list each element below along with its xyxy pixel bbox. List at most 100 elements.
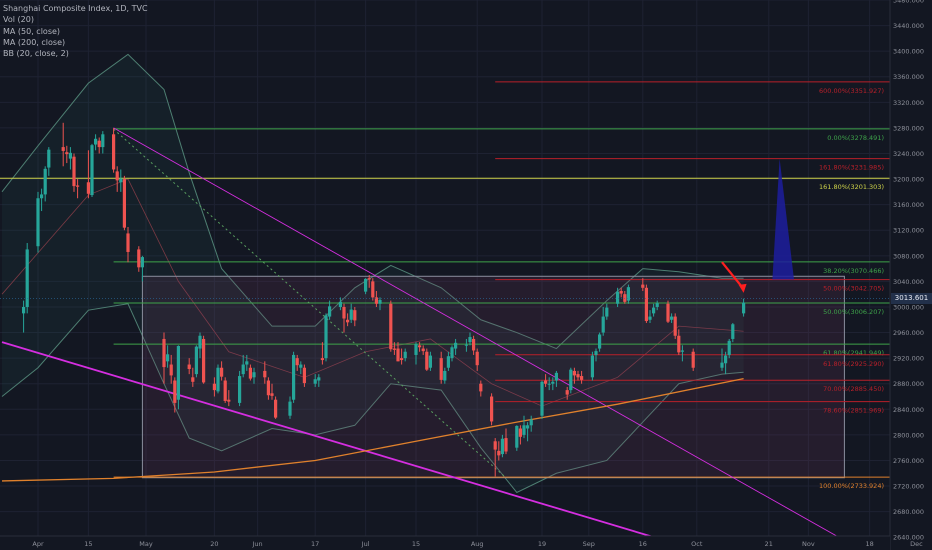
legend-title: Shanghai Composite Index, 1D, TVC	[3, 4, 148, 13]
candle-body	[187, 364, 191, 370]
range-box	[141, 275, 845, 479]
candle-body	[169, 364, 173, 376]
price-axis-tick-label: 2720.000	[893, 483, 924, 491]
candle-body	[25, 249, 29, 307]
price-axis-tick-label: 2840.000	[893, 406, 924, 414]
candle-body	[619, 290, 623, 294]
candle-body	[212, 383, 216, 391]
candle-body	[724, 355, 728, 364]
legend-vol: Vol (20)	[3, 15, 34, 25]
candle-body	[86, 182, 90, 194]
candle-body	[313, 379, 317, 384]
candle-body	[248, 367, 252, 379]
candle-body	[727, 340, 731, 355]
price-axis-tick-label: 3320.000	[893, 99, 924, 107]
candle-body	[97, 140, 101, 148]
time-axis-tick-label: 15	[412, 540, 420, 548]
price-axis-tick-label: 3000.000	[893, 303, 924, 311]
candle-body	[400, 358, 404, 361]
candle-body	[677, 335, 681, 353]
candle-body	[515, 425, 519, 448]
candle-body	[554, 372, 558, 381]
candle-body	[119, 178, 123, 183]
candle-body	[626, 287, 630, 301]
candle-body	[392, 348, 396, 350]
candle-body	[122, 179, 126, 228]
time-axis-tick-label: 19	[538, 540, 546, 548]
candle-body	[569, 369, 573, 391]
time-axis-background	[0, 536, 890, 550]
candle-body	[162, 338, 166, 368]
candle-body	[245, 361, 249, 365]
candle-body	[403, 351, 407, 359]
candle-body	[594, 351, 598, 355]
trendline-magenta-upper	[113, 127, 845, 541]
red-level-label: 78.60%(2851.969)	[823, 407, 884, 415]
candle-body	[648, 316, 652, 320]
bollinger-lower-line	[1, 303, 744, 494]
candle-body	[500, 438, 504, 455]
price-axis-tick-label: 3200.000	[893, 176, 924, 184]
trendline-magenta-lower	[1, 341, 698, 550]
candle-body	[320, 358, 324, 361]
candle-body	[652, 307, 656, 314]
candle-body	[572, 370, 576, 376]
price-axis-tick-label: 3440.000	[893, 22, 924, 30]
candle-body	[731, 324, 735, 339]
candle-body	[194, 346, 198, 375]
candle-body	[238, 376, 242, 403]
candle-body	[371, 281, 375, 298]
time-axis-tick-label: Jul	[361, 540, 370, 548]
candle-body	[479, 383, 483, 392]
candle-body	[241, 364, 245, 375]
price-axis-tick-label: 2800.000	[893, 431, 924, 439]
candle-body	[317, 377, 321, 381]
candle-body	[223, 380, 227, 401]
candle-body	[101, 134, 105, 148]
time-axis-tick-label: Aug	[471, 540, 484, 548]
fib-level-label: 161.80%(3201.303)	[819, 183, 884, 191]
red-level-label: 600.00%(3351.927)	[819, 87, 884, 95]
candle-body	[302, 367, 306, 384]
price-axis-tick-label: 2920.000	[893, 355, 924, 363]
candle-body	[76, 185, 80, 187]
candle-body	[518, 428, 522, 437]
candle-body	[266, 380, 270, 396]
candle-body	[40, 194, 44, 199]
time-axis-tick-label: Apr	[32, 540, 44, 548]
candle-body	[367, 278, 371, 280]
candle-body	[504, 438, 508, 452]
candle-body	[90, 145, 94, 196]
candle-body	[338, 301, 342, 307]
candle-body	[454, 342, 458, 349]
price-axis-background	[890, 0, 932, 550]
candle-body	[94, 138, 98, 145]
candle-body	[565, 390, 569, 395]
price-axis-tick-label: 2680.000	[893, 508, 924, 516]
red-level-label: 161.80%(3231.985)	[819, 164, 884, 172]
candle-body	[418, 345, 422, 348]
candle-body	[191, 377, 195, 382]
time-axis-tick-label: 21	[765, 540, 773, 548]
time-axis-tick-label: 15	[84, 540, 92, 548]
candle-body	[641, 284, 645, 288]
time-axis-tick-label: Oct	[691, 540, 703, 548]
candle-body	[47, 149, 51, 168]
red-level-label: 61.80%(2925.290)	[823, 360, 884, 368]
time-axis-tick-label: Jun	[252, 540, 263, 548]
candle-body	[605, 307, 609, 317]
candle-body	[475, 351, 479, 366]
bollinger-band-fill	[2, 54, 744, 493]
candle-body	[580, 376, 584, 380]
candle-body	[36, 198, 40, 247]
candle-body	[464, 344, 468, 346]
price-axis-tick-label: 2640.000	[893, 534, 924, 542]
candle-body	[137, 249, 141, 268]
candle-body	[198, 335, 202, 349]
candle-body	[490, 396, 494, 422]
price-axis-tick-label: 3360.000	[893, 73, 924, 81]
candle-body	[598, 334, 602, 349]
candle-body	[115, 171, 119, 181]
